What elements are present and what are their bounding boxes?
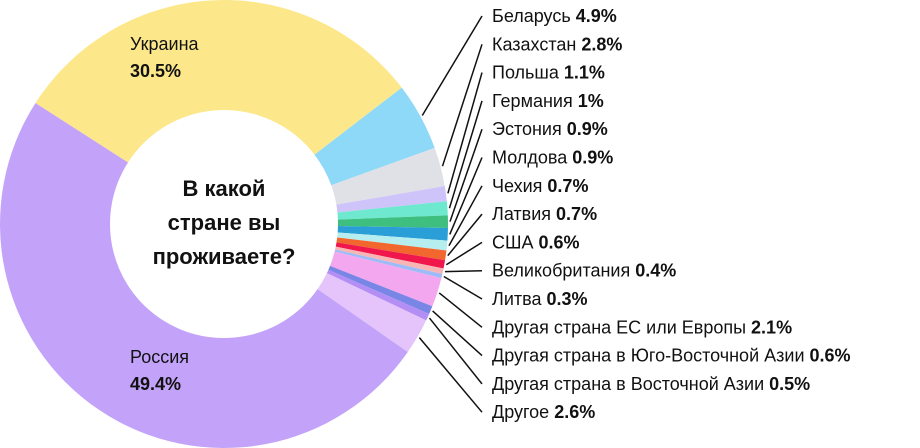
leader-line <box>421 15 483 116</box>
slice-label: Латвия 0.7% <box>492 204 597 224</box>
slice-10 <box>334 249 443 279</box>
leader-line <box>444 269 483 273</box>
slice-0 <box>314 87 435 186</box>
leader-line <box>447 213 483 257</box>
leader-line <box>449 128 483 222</box>
slice-3 <box>337 201 448 220</box>
slice-2 <box>336 185 447 213</box>
slice-1 <box>331 147 445 205</box>
slice-5 <box>337 226 448 241</box>
slice-label: Германия 1% <box>492 91 604 111</box>
slice-label-value: 0.7% <box>547 176 588 196</box>
chart-title-line: В какой <box>183 176 266 201</box>
slice-label: Другое 2.6% <box>492 402 595 422</box>
leader-line <box>443 275 483 300</box>
slice-11 <box>330 251 442 307</box>
slice-label-value: 2.8% <box>581 34 622 54</box>
slice-inner-label-name: Россия <box>130 347 189 367</box>
slice-label-name: Другое <box>492 402 554 422</box>
slice-label-value: 2.6% <box>554 402 595 422</box>
chart-title-line: стране вы <box>168 210 281 235</box>
slice-label: Эстония 0.9% <box>492 119 608 139</box>
slice-label: Другая страна в Восточной Азии 0.5% <box>492 374 810 394</box>
slice-label-value: 2.1% <box>751 317 792 337</box>
leader-line <box>448 185 483 247</box>
leader-line <box>447 72 483 194</box>
slice-label: Литва 0.3% <box>492 289 588 309</box>
slice-label-value: 1% <box>578 91 604 111</box>
leader-line <box>448 100 483 209</box>
slice-8 <box>335 242 446 269</box>
slice-label: Молдова 0.9% <box>492 148 613 168</box>
slice-label-value: 0.4% <box>635 261 676 281</box>
slice-6 <box>337 232 448 251</box>
slice-9 <box>335 246 444 275</box>
leader-line <box>445 241 483 266</box>
slice-label: Казахстан 2.8% <box>492 34 622 54</box>
slice-label-value: 0.6% <box>810 346 851 366</box>
slice-label-value: 0.9% <box>572 148 613 168</box>
slice-14 <box>317 273 427 353</box>
slice-label: Великобритания 0.4% <box>492 261 676 281</box>
slice-label-name: США <box>492 232 539 252</box>
slice-label-name: Другая страна ЕС или Европы <box>492 317 751 337</box>
slice-12 <box>328 265 433 315</box>
slice-inner-label-name: Украина <box>130 34 200 54</box>
slice-label: Польша 1.1% <box>492 63 605 83</box>
leader-line <box>441 44 483 167</box>
slice-13 <box>326 269 430 321</box>
slice-label: Чехия 0.7% <box>492 176 588 196</box>
slice-label-name: Другая страна в Восточной Азии <box>492 374 769 394</box>
slice-label-name: Великобритания <box>492 261 635 281</box>
slice-label-value: 0.5% <box>769 374 810 394</box>
slice-label-value: 0.3% <box>546 289 587 309</box>
slice-label-name: Беларусь <box>492 6 576 26</box>
slice-labels-group: Беларусь 4.9% Казахстан 2.8% Польша 1.1% Ге… <box>130 6 851 422</box>
slice-label-name: Эстония <box>492 119 567 139</box>
slice-label: Другая страна в Юго-Восточной Азии 0.6% <box>492 346 851 366</box>
slice-label: Беларусь 4.9% <box>492 6 617 26</box>
leader-line <box>432 310 483 357</box>
slice-15 <box>0 102 408 448</box>
slice-16 <box>35 0 402 163</box>
slice-label-value: 0.7% <box>556 204 597 224</box>
leader-line <box>449 157 483 235</box>
slice-label: США 0.6% <box>492 232 580 252</box>
chart-title: В какой стране вы проживаете? <box>153 176 296 269</box>
slice-label-name: Литва <box>492 289 546 309</box>
slice-7 <box>336 237 447 261</box>
slice-label-value: 1.1% <box>564 63 605 83</box>
slice-label-name: Молдова <box>492 148 572 168</box>
slices-group <box>0 0 448 448</box>
slice-label: Другая страна ЕС или Европы 2.1% <box>492 317 792 337</box>
slice-label-name: Чехия <box>492 176 547 196</box>
slice-label-name: Другая страна в Юго-Восточной Азии <box>492 346 810 366</box>
slice-label-value: 4.9% <box>576 6 617 26</box>
leader-lines-group <box>418 15 483 413</box>
slice-label-name: Германия <box>492 91 578 111</box>
leader-line <box>428 317 483 385</box>
slice-inner-label-value: 49.4% <box>130 374 181 394</box>
chart-title-line: проживаете? <box>153 244 296 269</box>
slice-label-name: Латвия <box>492 204 556 224</box>
slice-4 <box>337 215 448 228</box>
slice-label-value: 0.9% <box>567 119 608 139</box>
slice-label-value: 0.6% <box>539 232 580 252</box>
slice-label-name: Казахстан <box>492 34 581 54</box>
leader-line <box>438 292 483 328</box>
slice-inner-label-value: 30.5% <box>130 61 181 81</box>
leader-line <box>418 337 483 413</box>
slice-label-name: Польша <box>492 63 564 83</box>
